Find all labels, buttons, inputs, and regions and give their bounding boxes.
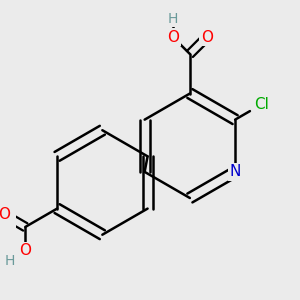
Text: O: O — [0, 208, 11, 223]
Text: N: N — [230, 164, 241, 179]
Text: Cl: Cl — [255, 97, 269, 112]
Text: O: O — [19, 244, 31, 259]
Text: O: O — [167, 29, 179, 44]
Text: H: H — [168, 12, 178, 26]
Text: O: O — [201, 29, 213, 44]
Text: H: H — [4, 254, 15, 268]
